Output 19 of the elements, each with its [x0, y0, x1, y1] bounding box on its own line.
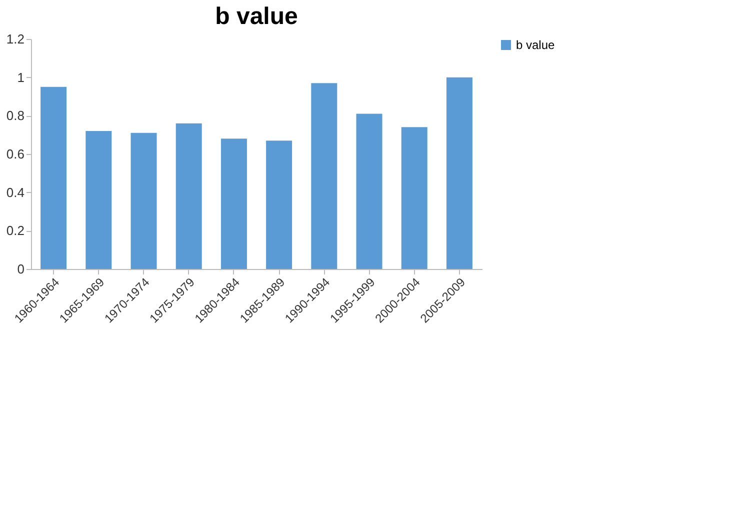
bar: [311, 83, 338, 269]
bar: [266, 140, 292, 269]
y-tick-label: 0.2: [6, 223, 24, 238]
y-tick-label: 0: [17, 262, 24, 276]
chart-title: b value: [215, 3, 298, 30]
y-tick-label: 0.4: [6, 184, 24, 200]
bar: [130, 132, 157, 269]
bar: [446, 77, 472, 269]
y-tick-label: 1.2: [6, 32, 24, 46]
y-tick-label: 1: [17, 70, 24, 85]
bar: [40, 86, 67, 269]
bar: [176, 123, 202, 269]
bar: [220, 138, 247, 269]
legend-label: b value: [516, 38, 556, 52]
y-tick-label: 0.6: [6, 146, 24, 162]
bar: [401, 127, 428, 269]
bar: [356, 114, 382, 269]
bar: [86, 131, 112, 269]
y-tick-label: 0.8: [6, 108, 24, 124]
